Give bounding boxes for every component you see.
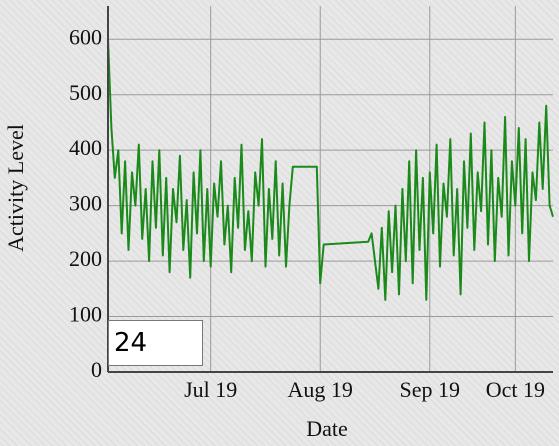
roll-period-input[interactable]: 24 (108, 320, 203, 366)
y-tick-label: 100 (69, 302, 102, 327)
x-tick-label: Aug 19 (288, 377, 353, 402)
y-axis-label: Activity Level (3, 124, 28, 252)
y-tick-label: 600 (69, 24, 102, 49)
y-tick-label: 500 (69, 80, 102, 105)
y-tick-label: 300 (69, 191, 102, 216)
x-tick-label: Oct 19 (486, 377, 545, 402)
x-tick-label: Sep 19 (400, 377, 461, 402)
y-tick-label: 400 (69, 135, 102, 160)
x-axis-label: Date (306, 416, 348, 441)
y-tick-label: 0 (91, 357, 102, 382)
data-line (107, 39, 554, 301)
x-tick-label: Jul 19 (184, 377, 237, 402)
y-tick-label: 200 (69, 246, 102, 271)
